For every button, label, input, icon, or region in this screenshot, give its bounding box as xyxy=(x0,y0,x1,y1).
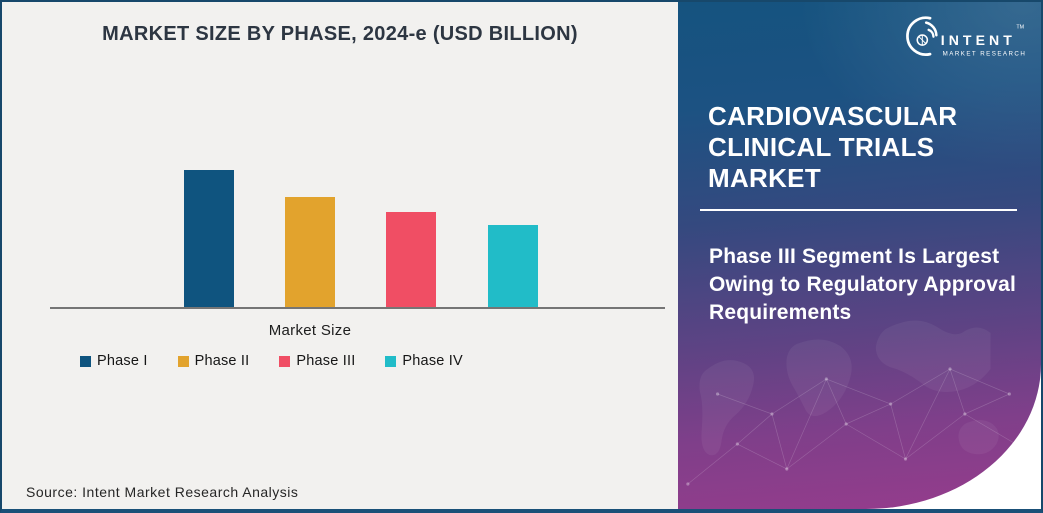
chart-section: MARKET SIZE BY PHASE, 2024-e (USD BILLIO… xyxy=(2,2,678,509)
world-map-pattern xyxy=(686,320,1026,486)
legend-label: Phase III xyxy=(296,353,356,369)
key-insight-text: Phase III Segment Is Largest Owing to Re… xyxy=(709,245,1017,325)
legend-label: Phase IV xyxy=(402,353,463,369)
legend-item-phase-3: Phase III xyxy=(279,353,355,369)
logo-brand-text: INTENT xyxy=(941,32,1016,48)
title-divider xyxy=(700,209,1017,211)
legend-label: Phase II xyxy=(194,353,250,369)
legend-item-phase-2: Phase II xyxy=(177,353,250,369)
legend-item-phase-4: Phase IV xyxy=(385,353,463,369)
legend-color-swatch xyxy=(279,355,291,367)
radar-globe-icon xyxy=(906,16,938,56)
chart-legend: Phase I Phase II Phase III Phase IV xyxy=(80,353,463,369)
legend-label: Phase I xyxy=(97,353,148,369)
legend-color-swatch xyxy=(80,355,91,367)
chart-title: MARKET SIZE BY PHASE, 2024-e (USD BILLIO… xyxy=(102,23,578,45)
bar-phase-2 xyxy=(285,197,335,307)
title-panel: INTENT TM MARKET RESEARCH CARDIOVASCULAR… xyxy=(678,2,1041,509)
bar-phase-4 xyxy=(488,225,538,307)
logo-subtitle-text: MARKET RESEARCH xyxy=(943,51,1027,58)
x-axis-line xyxy=(50,307,665,309)
report-title: CARDIOVASCULAR CLINICAL TRIALS MARKET xyxy=(708,101,958,194)
brand-logo: INTENT TM MARKET RESEARCH xyxy=(906,16,1027,58)
logo-tm-mark: TM xyxy=(1016,24,1024,30)
source-note: Source: Intent Market Research Analysis xyxy=(26,484,299,500)
legend-color-swatch xyxy=(385,355,397,367)
bar-chart-plot xyxy=(50,152,665,309)
x-axis-label: Market Size xyxy=(268,322,352,339)
bar-phase-1 xyxy=(184,170,234,307)
bar-phase-3 xyxy=(386,212,436,307)
legend-color-swatch xyxy=(177,355,189,367)
legend-item-phase-1: Phase I xyxy=(80,353,148,369)
